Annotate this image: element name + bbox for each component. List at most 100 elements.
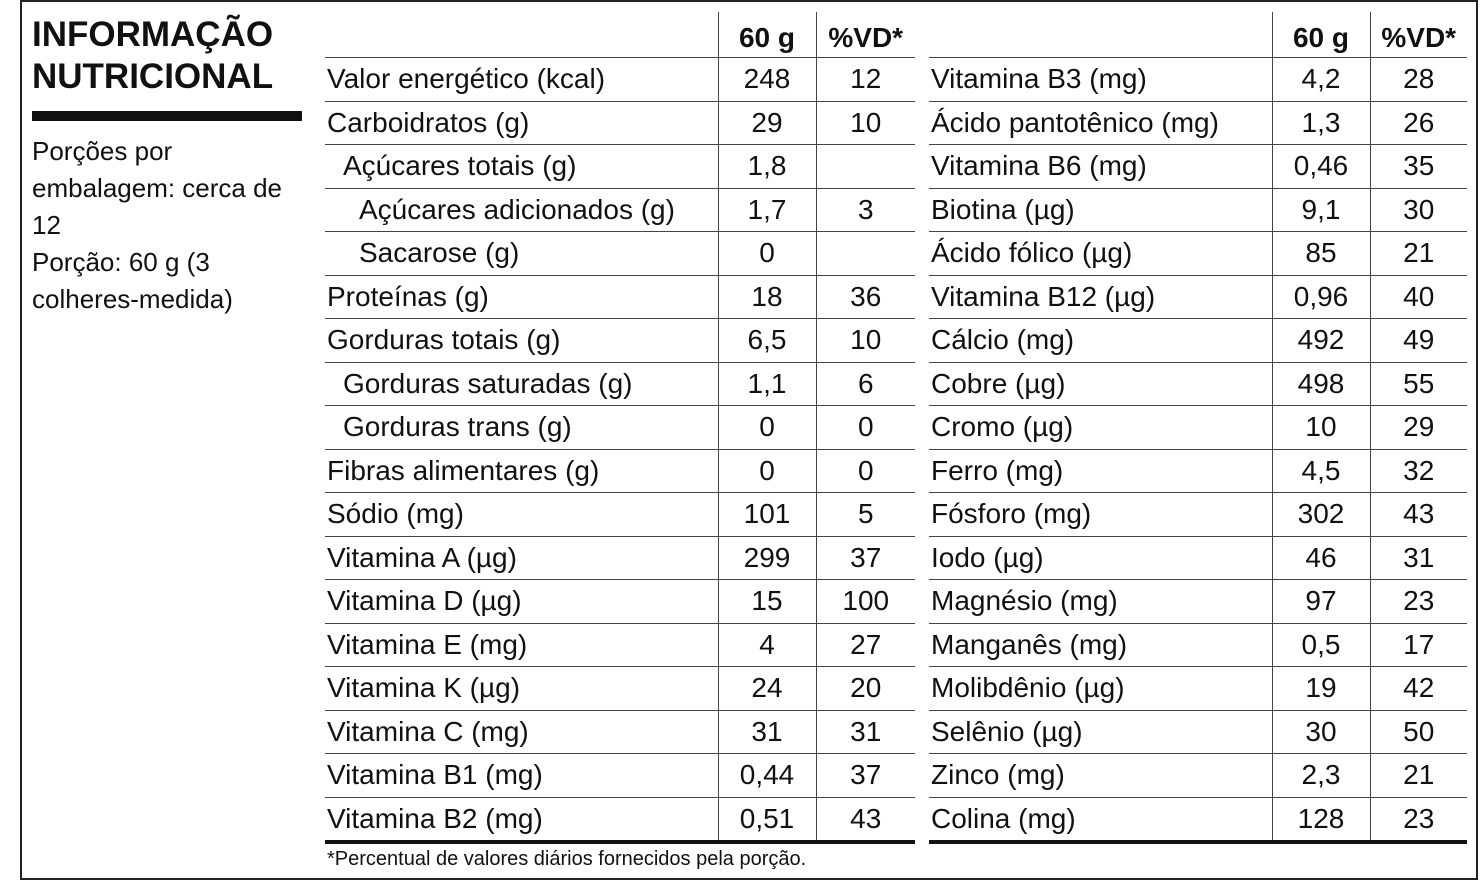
table-header-row: 60 g %VD* (325, 12, 915, 58)
nutrient-amount: 299 (717, 535, 816, 580)
nutrient-amount: 18 (717, 274, 816, 319)
table-row: Ferro (mg) 4,5 32 (929, 448, 1467, 493)
nutrient-amount: 24 (717, 666, 816, 710)
nutrient-name: Biotina (µg) (929, 187, 1272, 232)
nutrient-dv: 23 (1369, 796, 1467, 844)
nutrient-name: Vitamina B1 (mg) (325, 753, 718, 797)
amount-column-header: 60 g (717, 12, 816, 58)
nutrient-name: Vitamina B2 (mg) (325, 796, 718, 844)
nutrient-column-header (325, 12, 718, 58)
nutrient-amount: 4,5 (1271, 448, 1370, 493)
nutrient-name: Magnésio (mg) (929, 579, 1272, 623)
nutrient-name: Iodo (µg) (929, 535, 1272, 580)
table-row: Fibras alimentares (g) 0 0 (325, 448, 915, 493)
nutrient-name: Ácido pantotênico (mg) (929, 100, 1272, 145)
table-row: Açúcares adicionados (g) 1,7 3 (325, 187, 915, 232)
nutrient-amount: 31 (717, 709, 816, 754)
nutrient-name: Cobre (µg) (929, 361, 1272, 406)
nutrient-amount: 248 (717, 57, 816, 101)
nutrient-name: Carboidratos (g) (325, 100, 718, 145)
nutrient-dv: 55 (1369, 361, 1467, 406)
nutrient-amount: 9,1 (1271, 187, 1370, 232)
table-row: Vitamina B1 (mg) 0,44 37 (325, 753, 915, 797)
nutrients-table-left: 60 g %VD* Valor energético (kcal) 248 12 Ca… (325, 12, 915, 844)
table-row: Ácido pantotênico (mg) 1,3 26 (929, 100, 1467, 145)
table-row: Vitamina D (µg) 15 100 (325, 579, 915, 623)
nutrient-name: Ferro (mg) (929, 448, 1272, 493)
nutrient-dv: 43 (1369, 492, 1467, 536)
nutrient-amount: 30 (1271, 709, 1370, 754)
nutrient-dv: 50 (1369, 709, 1467, 754)
nutrient-name: Açúcares totais (g) (325, 144, 718, 188)
nutrient-dv: 32 (1369, 448, 1467, 493)
table-row: Cromo (µg) 10 29 (929, 405, 1467, 449)
nutrient-dv: 30 (1369, 187, 1467, 232)
nutrient-name: Vitamina B6 (mg) (929, 144, 1272, 188)
nutrient-name: Zinco (mg) (929, 753, 1272, 797)
nutrient-amount: 0 (717, 231, 816, 275)
nutrient-amount: 0,5 (1271, 622, 1370, 667)
nutrient-amount: 10 (1271, 405, 1370, 449)
nutrient-name: Sódio (mg) (325, 492, 718, 536)
table-row: Proteínas (g) 18 36 (325, 274, 915, 319)
table-row: Vitamina A (µg) 299 37 (325, 535, 915, 580)
table-header-row: 60 g %VD* (929, 12, 1467, 58)
table-row: Colina (mg) 128 23 (929, 796, 1467, 844)
table-row: Ácido fólico (µg) 85 21 (929, 231, 1467, 275)
nutrient-column-header (929, 12, 1272, 58)
dv-column-header: %VD* (815, 12, 915, 58)
nutrient-name: Vitamina D (µg) (325, 579, 718, 623)
nutrient-amount: 19 (1271, 666, 1370, 710)
nutrient-name: Valor energético (kcal) (325, 57, 718, 101)
table-row: Cálcio (mg) 492 49 (929, 318, 1467, 362)
table-row: Selênio (µg) 30 50 (929, 709, 1467, 754)
nutrient-name: Gorduras saturadas (g) (325, 361, 718, 406)
table-row: Vitamina C (mg) 31 31 (325, 709, 915, 754)
nutrient-name: Sacarose (g) (325, 231, 718, 275)
nutrient-name: Açúcares adicionados (g) (325, 187, 718, 232)
title-divider-bar (32, 111, 302, 121)
nutrient-dv: 21 (1369, 231, 1467, 275)
nutrient-dv: 21 (1369, 753, 1467, 797)
nutrient-amount: 492 (1271, 318, 1370, 362)
nutrient-amount: 46 (1271, 535, 1370, 580)
nutrient-amount: 1,3 (1271, 100, 1370, 145)
nutrient-dv: 37 (815, 535, 915, 580)
nutrient-amount: 0,96 (1271, 274, 1370, 319)
dv-column-header: %VD* (1369, 12, 1467, 58)
nutrient-dv: 26 (1369, 100, 1467, 145)
nutrient-name: Fibras alimentares (g) (325, 448, 718, 493)
title-line-1: INFORMAÇÃO (32, 15, 274, 54)
table-row: Gorduras totais (g) 6,5 10 (325, 318, 915, 362)
nutrient-name: Vitamina A (µg) (325, 535, 718, 580)
table-row: Vitamina B12 (µg) 0,96 40 (929, 274, 1467, 319)
nutrient-amount: 302 (1271, 492, 1370, 536)
table-row: Valor energético (kcal) 248 12 (325, 57, 915, 101)
nutrient-dv: 20 (815, 666, 915, 710)
nutrient-dv: 0 (815, 405, 915, 449)
nutrient-name: Cromo (µg) (929, 405, 1272, 449)
nutrient-name: Proteínas (g) (325, 274, 718, 319)
nutrient-dv: 12 (815, 57, 915, 101)
nutrient-name: Gorduras totais (g) (325, 318, 718, 362)
nutrient-dv: 0 (815, 448, 915, 493)
nutrient-amount: 85 (1271, 231, 1370, 275)
nutrient-amount: 0 (717, 405, 816, 449)
table-row: Zinco (mg) 2,3 21 (929, 753, 1467, 797)
nutrient-name: Manganês (mg) (929, 622, 1272, 667)
nutrient-name: Vitamina B12 (µg) (929, 274, 1272, 319)
nutrient-dv: 42 (1369, 666, 1467, 710)
table-row: Manganês (mg) 0,5 17 (929, 622, 1467, 667)
table-row: Fósforo (mg) 302 43 (929, 492, 1467, 536)
nutrition-facts-panel (20, 0, 1478, 880)
nutrient-dv: 40 (1369, 274, 1467, 319)
table-row: Biotina (µg) 9,1 30 (929, 187, 1467, 232)
nutrient-name: Vitamina E (mg) (325, 622, 718, 667)
nutrient-amount: 0,46 (1271, 144, 1370, 188)
nutrient-dv: 10 (815, 318, 915, 362)
nutrient-amount: 0,44 (717, 753, 816, 797)
nutrient-dv: 49 (1369, 318, 1467, 362)
nutrient-dv: 17 (1369, 622, 1467, 667)
nutrient-dv: 35 (1369, 144, 1467, 188)
title-line-2: NUTRICIONAL (32, 57, 274, 96)
